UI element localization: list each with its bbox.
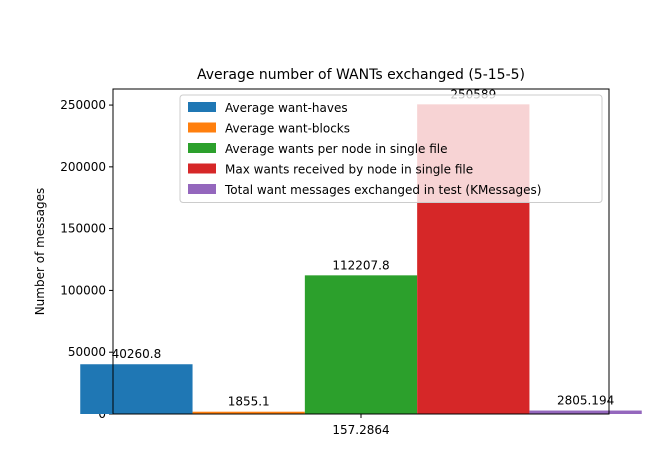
legend-swatch — [188, 143, 216, 153]
y-tick-label: 50000 — [68, 345, 106, 359]
y-tick-label: 250000 — [60, 98, 106, 112]
x-tick-label: 157.2864 — [332, 423, 389, 437]
bar-value-label: 112207.8 — [332, 258, 389, 272]
bar-value-label: 40260.8 — [112, 347, 162, 361]
x-axis: 157.2864 — [332, 414, 390, 437]
legend-box — [179, 94, 603, 203]
legend-label: Average want-blocks — [225, 122, 350, 136]
bar — [80, 364, 193, 414]
legend-swatch — [188, 122, 216, 133]
y-tick-label: 150000 — [60, 222, 106, 236]
bar — [192, 411, 305, 414]
legend-swatch — [188, 102, 216, 112]
chart-title: Average number of WANTs exchanged (5-15-… — [197, 67, 525, 83]
legend-label: Max wants received by node in single fil… — [225, 163, 473, 177]
bar-value-label: 2805.194 — [557, 394, 614, 408]
y-axis-label: Number of messages — [33, 188, 47, 316]
y-tick-label: 100000 — [60, 283, 106, 297]
bar-value-label: 1855.1 — [228, 395, 270, 409]
legend-swatch — [188, 184, 216, 194]
plot-frame — [112, 88, 610, 415]
legend-label: Total want messages exchanged in test (K… — [224, 183, 541, 197]
bar — [529, 410, 642, 414]
legend-swatch — [188, 163, 216, 174]
y-tick-label: 200000 — [60, 160, 106, 174]
legend-label: Average want-haves — [225, 101, 348, 115]
bar — [304, 275, 418, 414]
legend: Average want-haves Average want-blocks Ave… — [179, 94, 603, 203]
legend-label: Average wants per node in single file — [225, 142, 448, 156]
